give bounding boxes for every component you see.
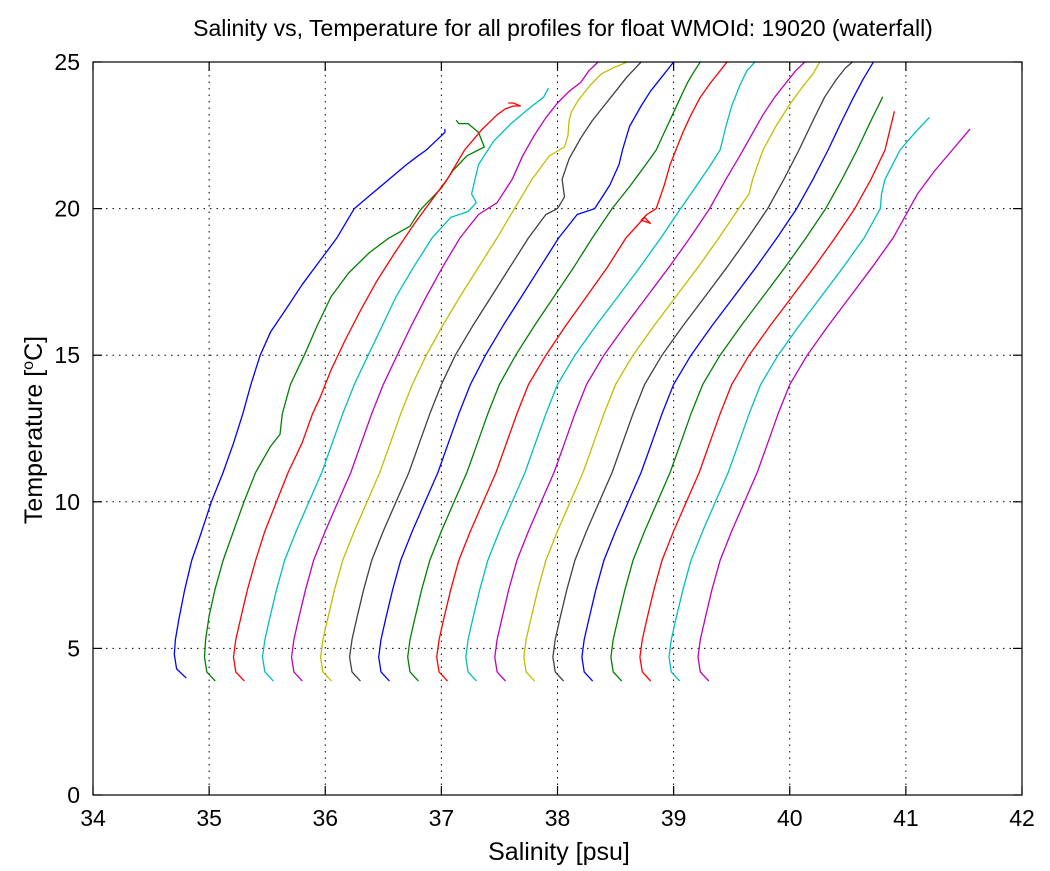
y-tick-label: 10	[54, 489, 80, 515]
series-line	[407, 61, 701, 682]
x-tick-label: 40	[777, 805, 803, 831]
series-line	[668, 117, 930, 682]
series-line	[348, 61, 642, 682]
series-line	[552, 61, 854, 682]
x-tick-label: 42	[1009, 805, 1035, 831]
x-tick-label: 39	[661, 805, 687, 831]
series-line	[319, 61, 628, 682]
x-tick-label: 37	[429, 805, 455, 831]
x-axis: 34 35 36 37 38 39 40 41 42	[80, 62, 1035, 831]
y-tick-label: 20	[54, 196, 80, 222]
series-line	[173, 128, 446, 679]
series-line	[203, 119, 485, 682]
y-axis-label-superscript: o	[20, 361, 37, 370]
axes-box	[92, 61, 1023, 796]
x-tick-label: 35	[196, 805, 222, 831]
y-tick-label: 15	[54, 342, 80, 368]
series-line	[494, 61, 806, 682]
series-line	[697, 128, 971, 682]
chart-title: Salinity vs, Temperature for all profile…	[193, 15, 933, 41]
series-line	[232, 102, 521, 682]
series-line	[523, 61, 821, 682]
series-line	[465, 61, 756, 682]
x-axis-label: Salinity [psu]	[488, 838, 630, 866]
series-line	[436, 61, 728, 682]
series-line	[261, 87, 549, 682]
y-axis-label-part: Temperature [	[20, 370, 48, 524]
x-tick-label: 34	[80, 805, 106, 831]
series-line	[290, 61, 599, 682]
x-tick-label: 38	[545, 805, 571, 831]
series-line	[581, 61, 875, 682]
x-tick-label: 41	[893, 805, 919, 831]
y-tick-label: 0	[67, 782, 80, 808]
grid	[93, 62, 1022, 795]
series-line	[378, 61, 675, 682]
series-line	[639, 111, 895, 682]
y-axis-label: Temperature [oC]	[20, 336, 48, 524]
plot-area	[173, 61, 971, 682]
y-axis-label-part: C]	[20, 336, 48, 361]
x-tick-label: 36	[312, 805, 338, 831]
y-axis: 0 5 10 15 20 25	[54, 49, 1022, 808]
y-tick-label: 25	[54, 49, 80, 75]
series-line	[610, 96, 884, 682]
y-tick-label: 5	[67, 635, 80, 661]
